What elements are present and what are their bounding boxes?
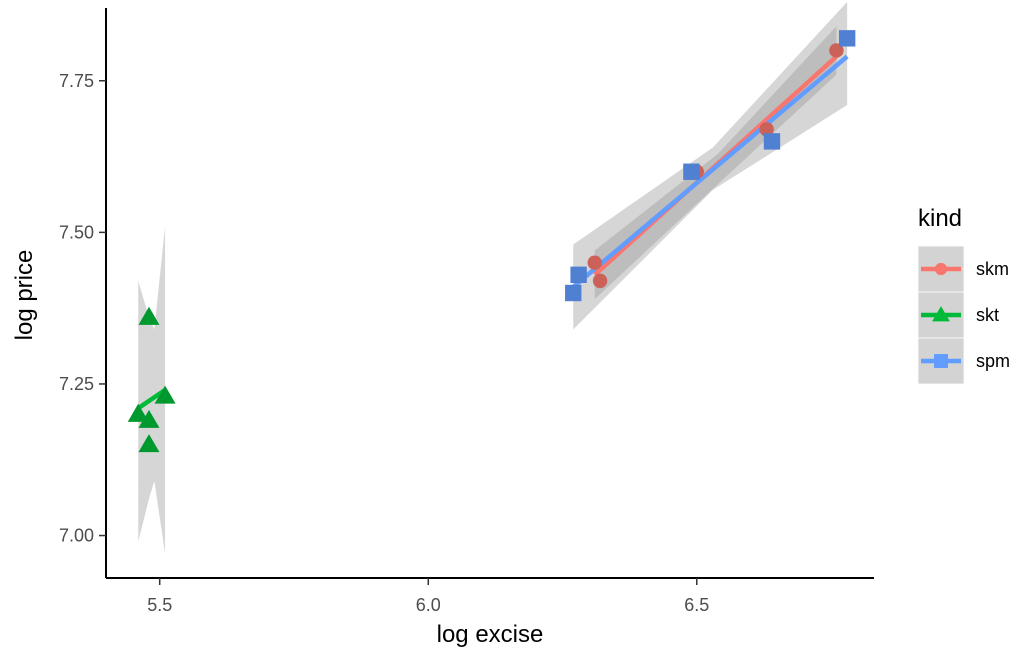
ribbon-skt — [138, 226, 166, 554]
legend-key-marker-spm — [934, 354, 948, 368]
data-points — [127, 30, 856, 453]
x-axis-title: log excise — [437, 621, 544, 648]
point-spm-1 — [570, 266, 587, 284]
legend-title: kind — [918, 205, 962, 232]
point-skt-1 — [138, 409, 160, 428]
y-tick-label: 7.75 — [59, 71, 94, 91]
x-tick-label: 5.5 — [147, 595, 172, 615]
point-spm-3 — [763, 133, 781, 150]
x-tick-label: 6.0 — [416, 595, 441, 615]
ribbon-spm — [573, 1, 848, 330]
point-spm-2 — [683, 163, 700, 180]
point-skt-0 — [127, 403, 149, 422]
confidence-ribbons — [138, 1, 848, 554]
legend-key-marker-skm — [934, 262, 948, 276]
point-skm-3 — [759, 122, 774, 137]
fit-lines — [136, 54, 849, 411]
point-spm-0 — [565, 284, 582, 302]
y-tick-label: 7.00 — [59, 526, 94, 546]
point-skt-2 — [138, 434, 160, 453]
x-ticks: 5.5 6.0 6.5 — [147, 578, 709, 615]
y-tick-label: 7.50 — [59, 222, 94, 242]
y-axis-title: log price — [11, 250, 38, 341]
y-tick-label: 7.25 — [59, 374, 94, 394]
legend-label-skt: skt — [976, 305, 999, 325]
legend-key-marker-skt — [932, 306, 950, 322]
legend-label-spm: spm — [976, 351, 1010, 371]
point-skm-0 — [587, 255, 602, 270]
legend: kind skm skt spm — [917, 205, 1010, 385]
point-spm-4 — [838, 30, 856, 47]
y-ticks: 7.00 7.25 7.50 7.75 — [59, 71, 106, 546]
point-skm-4 — [829, 43, 844, 58]
legend-label-skm: skm — [976, 259, 1009, 279]
axes — [105, 8, 874, 579]
point-skt-4 — [154, 385, 176, 404]
point-skt-3 — [138, 306, 160, 325]
fit-line-skt — [136, 388, 167, 411]
x-tick-label: 6.5 — [684, 595, 709, 615]
point-skm-1 — [592, 273, 608, 289]
fit-line-spm — [571, 54, 849, 289]
